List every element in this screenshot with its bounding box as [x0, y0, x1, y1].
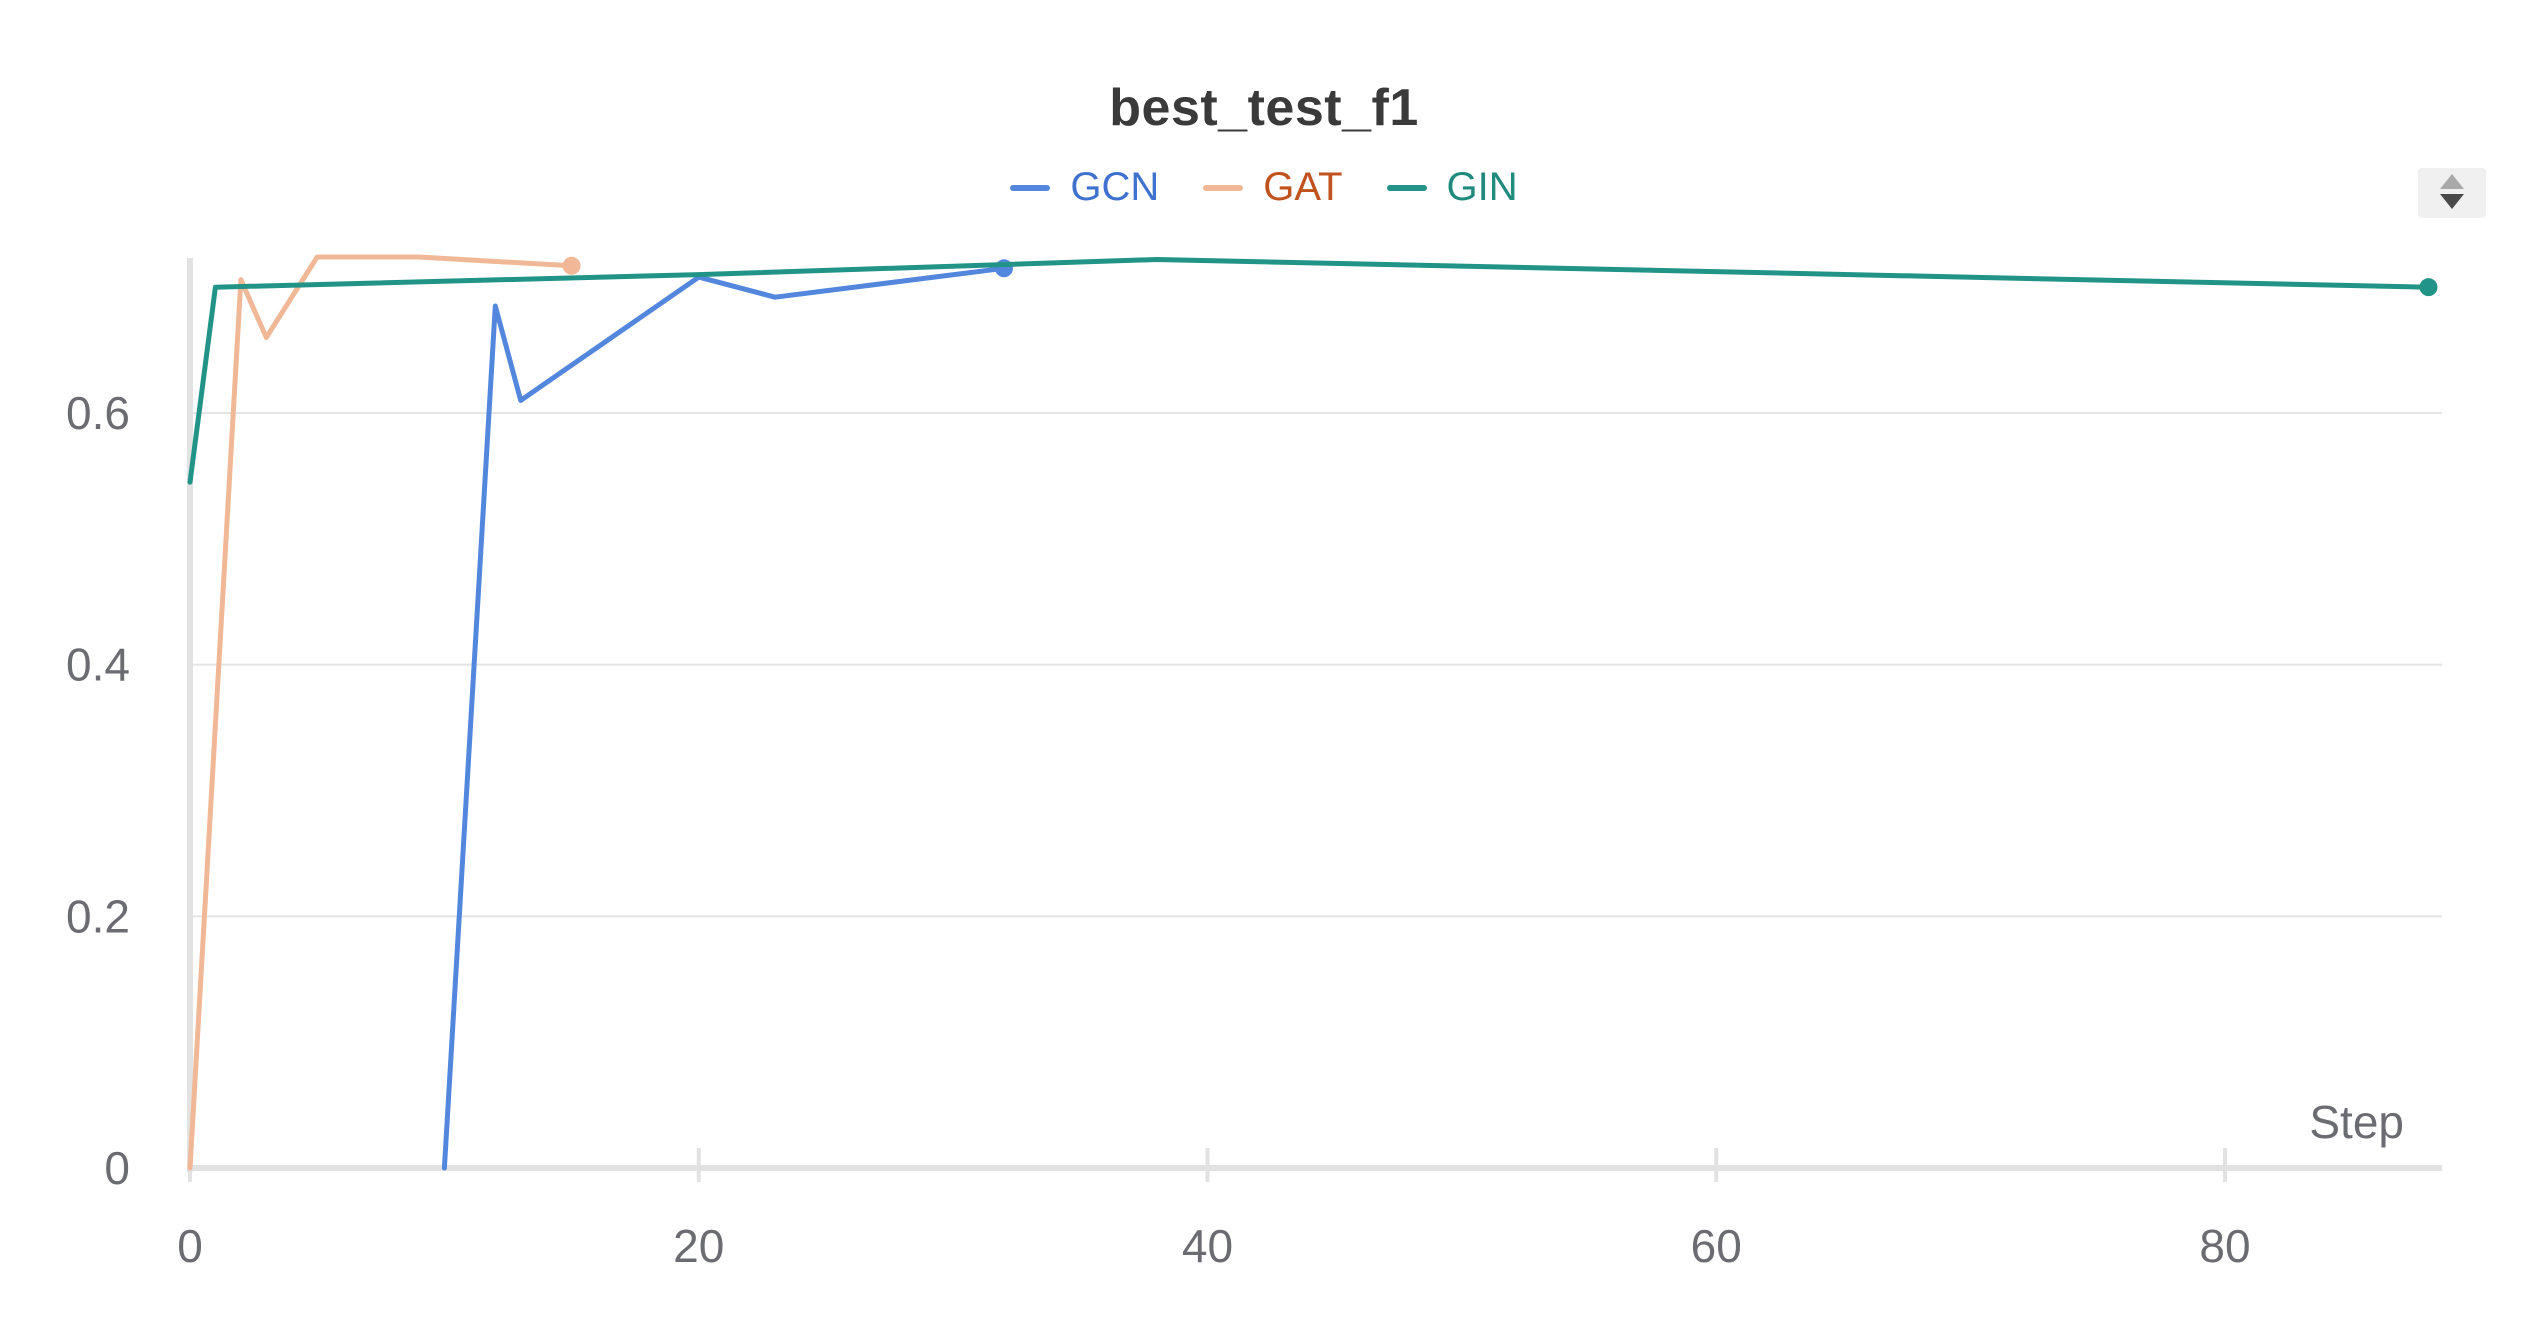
legend-scroll-control[interactable]: [2418, 168, 2486, 218]
legend-swatch-gcn: [1010, 184, 1051, 191]
chart-title: best_test_f1: [1109, 79, 1419, 137]
x-axis-label: Step: [2309, 1096, 2404, 1148]
legend-item-gcn[interactable]: GCN: [1010, 165, 1159, 210]
legend-item-gat[interactable]: GAT: [1203, 165, 1343, 210]
legend: GCN GAT GIN: [0, 165, 2528, 210]
legend-label-gat: GAT: [1263, 165, 1343, 209]
grid-layer: [190, 412, 2442, 918]
legend-label-gcn: GCN: [1070, 165, 1160, 209]
legend-swatch-gin: [1386, 184, 1427, 191]
y-tick-label: 0.4: [66, 639, 130, 691]
series-line-gin[interactable]: [187, 257, 2431, 485]
legend-label-gin: GIN: [1446, 165, 1518, 209]
x-tick-label: 60: [1691, 1220, 1742, 1272]
x-tick-label: 80: [2199, 1220, 2250, 1272]
y-tick-label: 0.2: [66, 890, 130, 942]
x-tick-label: 20: [673, 1220, 724, 1272]
legend-item-gin[interactable]: GIN: [1386, 165, 1518, 210]
y-tick-label: 0.6: [66, 387, 130, 439]
series-line-gcn[interactable]: [441, 265, 1007, 1171]
x-tick-label: 0: [177, 1220, 203, 1272]
series-layer: [187, 254, 2438, 1171]
y-tick-label: 0: [104, 1142, 130, 1194]
scroll-up-icon[interactable]: [2440, 174, 2464, 189]
series-endpoint-gat[interactable]: [562, 256, 581, 275]
legend-swatch-gat: [1203, 184, 1244, 191]
scroll-down-icon[interactable]: [2440, 194, 2464, 209]
axis-layer: 0 0.2 0.4 0.6 0 20 40 60 80: [66, 258, 2442, 1272]
x-tick-label: 40: [1182, 1220, 1233, 1272]
series-endpoint-gin[interactable]: [2419, 278, 2438, 297]
series-line-gat[interactable]: [187, 254, 575, 1171]
